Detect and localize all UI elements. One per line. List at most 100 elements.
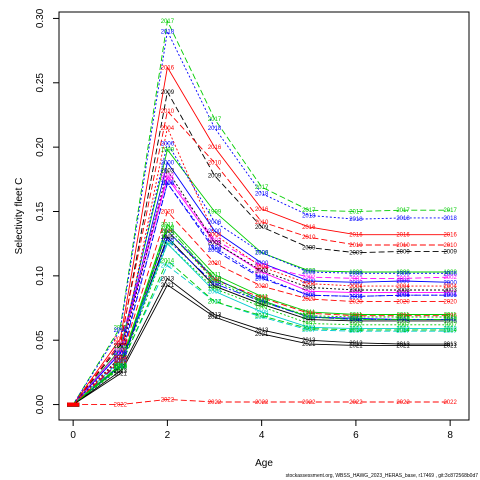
series-point-label-2018: 2018 xyxy=(161,29,175,35)
y-axis-label: Selectivity fleet C xyxy=(14,178,25,255)
series-point-label-2003: 2003 xyxy=(255,269,269,275)
series-point-label-1994: 1994 xyxy=(349,294,363,300)
series-point-label-1995: 1995 xyxy=(255,302,269,308)
series-line-2010 xyxy=(72,110,451,405)
series-point-label-2018: 2018 xyxy=(349,217,363,223)
series-point-label-2007: 2007 xyxy=(396,329,410,335)
series-point-label-1997: 1997 xyxy=(443,323,457,329)
series-point-label-2008: 2008 xyxy=(443,327,457,333)
series-point-label-1997: 1997 xyxy=(396,323,410,329)
series-line-2021 xyxy=(72,284,451,405)
series-point-label-1997: 1997 xyxy=(161,242,175,248)
series-point-label-2021: 2021 xyxy=(302,342,316,348)
series-point-label-2009: 2009 xyxy=(302,246,316,252)
series-point-label-2009: 2009 xyxy=(349,251,363,257)
series-point-label-1998: 1998 xyxy=(302,315,316,321)
series-line-2005 xyxy=(72,182,451,405)
series-point-label-2000: 2000 xyxy=(255,261,269,267)
series-point-label-2019: 2019 xyxy=(396,318,410,324)
series-point-label-2007: 2007 xyxy=(443,329,457,335)
series-point-label-2019: 2019 xyxy=(114,364,128,370)
axes: 0 2 4 6 8 0.00 0.05 0.10 0.15 0.20 0.25 0.30 xyxy=(35,8,453,441)
series-point-label-2016: 2016 xyxy=(349,233,363,239)
series-point-label-2000: 2000 xyxy=(443,280,457,286)
series-point-label-1999: 1999 xyxy=(349,270,363,276)
series-point-label-1995: 1995 xyxy=(302,318,316,324)
series-point-label-2017: 2017 xyxy=(161,19,175,25)
series-point-label-2014: 2014 xyxy=(349,328,363,334)
series-point-label-2011: 2011 xyxy=(349,312,363,318)
series-point-label-1998: 1998 xyxy=(443,318,457,324)
series-point-label-2015: 2015 xyxy=(302,314,316,320)
series-point-label-2019: 2019 xyxy=(208,276,222,282)
series-point-label-2010: 2010 xyxy=(161,109,175,115)
series-point-label-1997: 1997 xyxy=(302,321,316,327)
x-tick-label: 4 xyxy=(259,430,265,441)
series-point-label-2013: 2013 xyxy=(302,338,316,344)
series-point-label-2020: 2020 xyxy=(302,297,316,303)
series-point-label-1996: 1996 xyxy=(114,360,128,366)
series-point-label-2001: 2001 xyxy=(349,291,363,297)
series-point-label-2018: 2018 xyxy=(302,213,316,219)
series-point-label-2014: 2014 xyxy=(114,365,128,371)
series-point-label-2015: 2015 xyxy=(255,300,269,306)
series-point-label-1995: 1995 xyxy=(443,319,457,325)
series-point-label-2000: 2000 xyxy=(302,279,316,285)
series-point-label-2022: 2022 xyxy=(349,400,363,406)
series-point-label-2022: 2022 xyxy=(161,397,175,403)
series-point-label-2018: 2018 xyxy=(114,328,128,334)
series-point-label-2005: 2005 xyxy=(255,276,269,282)
series-point-label-2020: 2020 xyxy=(161,209,175,215)
series-point-label-2011: 2011 xyxy=(397,312,411,318)
series-marker-2022 xyxy=(67,402,80,407)
series-line-2020 xyxy=(72,210,451,405)
series-point-label-2014: 2014 xyxy=(208,300,222,306)
x-tick-label: 2 xyxy=(165,430,171,441)
series-point-label-1998: 1998 xyxy=(396,318,410,324)
series-point-label-2020: 2020 xyxy=(208,261,222,267)
series-point-label-2005: 2005 xyxy=(208,248,222,254)
series-line-2018 xyxy=(72,29,451,405)
series-point-label-2011: 2011 xyxy=(444,312,458,318)
series-point-label-1995: 1995 xyxy=(161,235,175,241)
y-tick-label: 0.10 xyxy=(35,266,46,286)
series-point-label-2010: 2010 xyxy=(208,161,222,167)
series-point-label-1994: 1994 xyxy=(396,293,410,299)
series-point-label-2015: 2015 xyxy=(443,315,457,321)
series-point-label-2002: 2002 xyxy=(114,341,128,347)
series-point-label-2018: 2018 xyxy=(396,216,410,222)
series-point-label-2000: 2000 xyxy=(396,279,410,285)
series-point-label-2021: 2021 xyxy=(443,343,457,349)
series-point-label-2017: 2017 xyxy=(349,209,363,215)
series-line-2004 xyxy=(72,126,451,405)
series-point-label-2022: 2022 xyxy=(114,403,128,409)
series-line-2000 xyxy=(72,161,451,405)
series-point-label-2012: 2012 xyxy=(396,318,410,324)
series-point-label-2009: 2009 xyxy=(208,173,222,179)
series-point-label-2016: 2016 xyxy=(302,225,316,231)
series-point-label-2013: 2013 xyxy=(208,312,222,318)
series-point-label-2015: 2015 xyxy=(208,279,222,285)
series-point-label-2002: 2002 xyxy=(161,173,175,179)
series-point-label-1995: 1995 xyxy=(114,364,128,370)
series-point-label-2022: 2022 xyxy=(443,400,457,406)
series-point-label-1999: 1999 xyxy=(396,270,410,276)
series-point-label-2008: 2008 xyxy=(208,289,222,295)
series-point-label-2016: 2016 xyxy=(443,233,457,239)
series-line-2007 xyxy=(72,264,451,405)
series-point-label-2016: 2016 xyxy=(255,207,269,213)
series-point-label-2014: 2014 xyxy=(396,328,410,334)
series-point-label-1996: 1996 xyxy=(208,278,222,284)
series-point-label-2016: 2016 xyxy=(396,233,410,239)
y-tick-label: 0.05 xyxy=(35,330,46,350)
series-point-label-2017: 2017 xyxy=(208,117,222,123)
series-point-label-2000: 2000 xyxy=(114,351,128,357)
series-point-label-2002: 2002 xyxy=(255,264,269,270)
series-point-label-1999: 1999 xyxy=(302,269,316,275)
series-point-label-2017: 2017 xyxy=(114,325,128,331)
series-point-label-2004: 2004 xyxy=(255,265,269,271)
series-point-label-2003: 2003 xyxy=(443,288,457,294)
series-point-label-2005: 2005 xyxy=(114,360,128,366)
series-point-label-2004: 2004 xyxy=(208,233,222,239)
